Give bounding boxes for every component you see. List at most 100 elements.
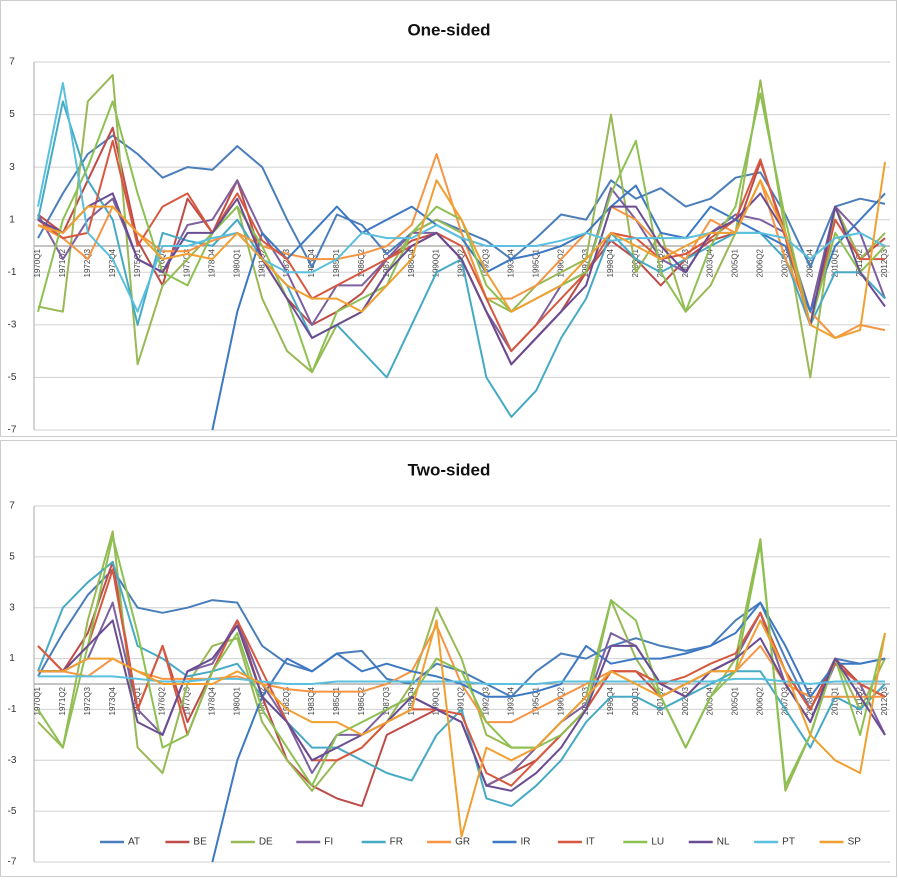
x-tick-label: 2010Q1 (830, 248, 839, 277)
x-tick-label: 1991Q2 (457, 248, 466, 277)
x-tick-label: 2008Q4 (805, 248, 814, 277)
y-tick-label: -1 (8, 267, 17, 278)
x-tick-label: 1997Q3 (581, 248, 590, 277)
series-line (211, 601, 886, 863)
x-tick-label: 1976Q2 (158, 248, 167, 277)
legend-label: IR (521, 837, 531, 848)
y-tick-label: -1 (8, 704, 17, 715)
x-tick-label: 1987Q3 (382, 686, 391, 715)
x-tick-label: 2005Q1 (731, 686, 740, 715)
y-tick-label: 3 (9, 602, 15, 613)
x-tick-label: 1995Q1 (531, 686, 540, 715)
x-tick-label: 1993Q4 (506, 248, 515, 277)
y-tick-label: 5 (9, 109, 15, 120)
x-tick-label: 1986Q2 (357, 686, 366, 715)
x-tick-label: 1996Q2 (556, 248, 565, 277)
x-tick-label: 2002Q3 (681, 248, 690, 277)
x-tick-label: 1973Q4 (108, 248, 117, 277)
series-line (37, 74, 886, 379)
x-tick-label: 1997Q3 (581, 686, 590, 715)
series-line (38, 619, 886, 838)
x-tick-label: 1970Q1 (33, 248, 42, 277)
x-tick-label: 1977Q3 (183, 686, 192, 715)
x-tick-label: 2010Q1 (830, 686, 839, 715)
x-tick-label: 1976Q2 (158, 686, 167, 715)
y-tick-label: 5 (9, 551, 15, 562)
chart-title: One-sided (407, 20, 490, 39)
x-tick-label: 2003Q4 (706, 248, 715, 277)
x-tick-label: 1998Q4 (606, 248, 615, 277)
y-tick-label: 7 (9, 501, 15, 512)
x-tick-label: 1971Q2 (58, 686, 67, 715)
x-tick-label: 2005Q1 (731, 248, 740, 277)
x-tick-label: 2007Q3 (780, 686, 789, 715)
x-tick-label: 1985Q1 (332, 686, 341, 715)
y-tick-label: -3 (8, 319, 17, 330)
x-tick-label: 1981Q2 (257, 248, 266, 277)
x-tick-label: 1983Q4 (307, 248, 316, 277)
x-tick-label: 1988Q4 (407, 686, 416, 715)
x-tick-label: 2011Q2 (855, 686, 864, 714)
x-tick-label: 1995Q1 (531, 248, 540, 277)
legend-label: GR (455, 837, 470, 848)
legend-label: FR (390, 837, 403, 848)
x-tick-label: 1978Q4 (207, 248, 216, 277)
y-tick-label: 1 (9, 653, 15, 664)
y-tick-label: -5 (8, 806, 17, 817)
x-tick-label: 2012Q3 (880, 686, 889, 715)
x-tick-label: 1982Q3 (282, 686, 291, 715)
x-tick-label: 1972Q3 (83, 686, 92, 715)
x-tick-label: 2002Q3 (681, 686, 690, 715)
x-tick-label: 1998Q4 (606, 686, 615, 715)
series-line (37, 82, 886, 313)
x-tick-label: 1978Q4 (207, 686, 216, 715)
x-tick-label: 1986Q2 (357, 248, 366, 277)
x-tick-label: 2006Q2 (756, 686, 765, 715)
x-tick-label: 1975Q1 (133, 686, 142, 715)
legend-label: NL (717, 837, 730, 848)
y-tick-label: -5 (8, 372, 17, 383)
legend-label: BE (193, 837, 207, 848)
x-tick-label: 1992Q3 (482, 686, 491, 715)
x-tick-label: 1993Q4 (506, 686, 515, 715)
series-line (38, 675, 885, 685)
y-tick-label: -3 (8, 755, 17, 766)
x-tick-label: 1987Q3 (382, 248, 391, 277)
x-tick-label: 1972Q3 (83, 248, 92, 277)
x-tick-label: 1991Q2 (457, 686, 466, 715)
legend-label: AT (128, 837, 140, 848)
y-tick-label: 7 (9, 57, 15, 68)
series-line (38, 619, 886, 792)
x-tick-label: 1990Q1 (432, 248, 441, 277)
x-tick-label: 2006Q2 (756, 248, 765, 277)
series-line (37, 568, 886, 787)
x-tick-label: 1970Q1 (33, 686, 42, 715)
x-tick-label: 1990Q1 (432, 686, 441, 715)
x-tick-label: 1982Q3 (282, 248, 291, 277)
x-tick-label: 1983Q4 (307, 686, 316, 715)
series-line (37, 161, 886, 339)
y-tick-label: 3 (9, 162, 15, 173)
legend-label: DE (259, 837, 273, 848)
x-tick-label: 2000Q1 (631, 686, 640, 715)
x-tick-label: 1973Q4 (108, 686, 117, 715)
y-tick-label: 1 (9, 214, 15, 225)
x-tick-label: 2011Q2 (855, 248, 864, 276)
legend-label: PT (782, 837, 795, 848)
legend-label: FI (324, 837, 333, 848)
x-tick-label: 1971Q2 (58, 248, 67, 277)
x-tick-label: 2008Q4 (805, 686, 814, 715)
x-tick-label: 1988Q4 (407, 248, 416, 277)
x-tick-label: 2001Q2 (656, 248, 665, 277)
x-tick-label: 1977Q3 (183, 248, 192, 277)
x-tick-label: 1996Q2 (556, 686, 565, 715)
legend-label: SP (848, 837, 862, 848)
x-tick-label: 1975Q1 (133, 248, 142, 277)
y-tick-label: -7 (8, 857, 17, 868)
legend-label: LU (651, 837, 664, 848)
series-line (37, 530, 886, 792)
panel-frame (0, 0, 897, 437)
series-line (37, 535, 886, 787)
x-tick-label: 2000Q1 (631, 248, 640, 277)
